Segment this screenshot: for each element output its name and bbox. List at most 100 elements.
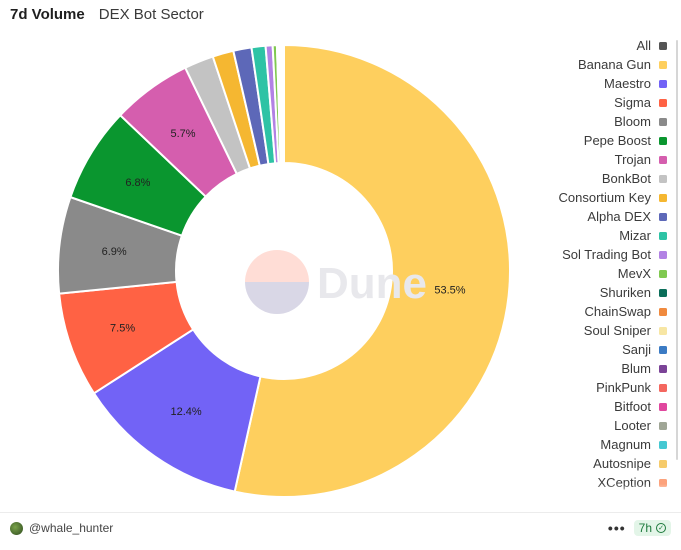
legend-swatch — [659, 478, 667, 487]
legend-item[interactable]: Sigma — [457, 93, 667, 112]
dune-logo-icon — [245, 250, 309, 314]
legend-item[interactable]: Mizar — [457, 226, 667, 245]
footer: @whale_hunter ••• 7h ✓ — [10, 518, 671, 538]
data-label: 7.5% — [110, 322, 135, 334]
legend-item[interactable]: BonkBot — [457, 169, 667, 188]
legend-swatch — [659, 307, 667, 316]
data-label: 6.8% — [125, 177, 150, 189]
legend-swatch — [659, 288, 667, 297]
legend-item[interactable]: Magnum — [457, 435, 667, 454]
legend-label: Alpha DEX — [587, 209, 651, 224]
pie-slice-maestro[interactable] — [92, 328, 262, 493]
legend-item[interactable]: Bloom — [457, 112, 667, 131]
legend-scrollbar[interactable] — [676, 40, 678, 460]
legend-label: ChainSwap — [584, 304, 652, 319]
more-options-button[interactable]: ••• — [607, 520, 626, 536]
legend-swatch — [659, 383, 667, 392]
legend-item[interactable]: Bitfoot — [457, 397, 667, 416]
legend-swatch — [659, 60, 667, 69]
legend-item[interactable]: Trojan — [457, 150, 667, 169]
legend-item-all[interactable]: All — [457, 36, 667, 55]
data-label: 5.7% — [171, 128, 196, 140]
legend-item[interactable]: MevX — [457, 264, 667, 283]
legend-swatch — [659, 402, 667, 411]
author-name: @whale_hunter — [29, 521, 114, 535]
legend-swatch — [659, 41, 667, 50]
legend-swatch — [659, 459, 667, 468]
chart-title: 7d Volume — [10, 6, 85, 23]
legend-label: Looter — [614, 418, 651, 433]
legend-item[interactable]: Alpha DEX — [457, 207, 667, 226]
legend-swatch — [659, 98, 667, 107]
legend-label: Consortium Key — [558, 190, 651, 205]
chart-header: 7d Volume DEX Bot Sector — [10, 6, 204, 26]
legend-swatch — [659, 136, 667, 145]
donut-slices — [57, 43, 511, 498]
legend-label: Sanji — [622, 342, 651, 357]
legend-swatch — [659, 326, 667, 335]
legend-swatch — [659, 421, 667, 430]
legend-label: Bitfoot — [614, 399, 651, 414]
legend-label: Sigma — [614, 95, 651, 110]
data-label: 53.5% — [434, 284, 465, 296]
legend-label: Shuriken — [599, 285, 651, 300]
legend-item[interactable]: Looter — [457, 416, 667, 435]
legend-label: Magnum — [600, 437, 651, 452]
legend-item[interactable]: Blum — [457, 359, 667, 378]
legend-label: All — [636, 38, 651, 53]
legend-label: Pepe Boost — [583, 133, 651, 148]
legend-item[interactable]: Consortium Key — [457, 188, 667, 207]
legend-item[interactable]: Sol Trading Bot — [457, 245, 667, 264]
legend-swatch — [659, 79, 667, 88]
legend-label: Bloom — [614, 114, 651, 129]
legend-label: PinkPunk — [596, 380, 651, 395]
legend-item[interactable]: Autosnipe — [457, 454, 667, 473]
watermark-text: Dune — [317, 259, 427, 308]
legend-label: Autosnipe — [593, 456, 651, 471]
chart-subtitle: DEX Bot Sector — [98, 6, 204, 23]
legend-swatch — [659, 155, 667, 164]
legend-label: Sol Trading Bot — [562, 247, 651, 262]
legend-item[interactable]: Soul Sniper — [457, 321, 667, 340]
legend-item[interactable]: Pepe Boost — [457, 131, 667, 150]
legend-swatch — [659, 269, 667, 278]
legend-label: MevX — [617, 266, 651, 281]
data-label: 12.4% — [171, 406, 202, 418]
legend-swatch — [659, 231, 667, 240]
legend-fade — [457, 484, 667, 496]
legend-swatch — [659, 174, 667, 183]
legend-label: Trojan — [614, 152, 651, 167]
legend-label: Soul Sniper — [583, 323, 651, 338]
legend-item[interactable]: PinkPunk — [457, 378, 667, 397]
avatar — [10, 521, 23, 535]
footer-divider — [0, 512, 681, 513]
chart-legend: All Banana Gun Maestro Sigma Bloom Pepe Boos… — [457, 36, 667, 496]
legend-label: Maestro — [604, 76, 651, 91]
legend-item[interactable]: Maestro — [457, 74, 667, 93]
legend-swatch — [659, 212, 667, 221]
legend-swatch — [659, 345, 667, 354]
refresh-time: 7h — [638, 521, 652, 535]
legend-label: Banana Gun — [577, 57, 651, 72]
check-circle-icon: ✓ — [656, 523, 666, 533]
refresh-time-badge[interactable]: 7h ✓ — [633, 520, 671, 536]
data-labels: 53.5% 12.4% 7.5% 6.9% 6.8% 5.7% — [102, 128, 466, 418]
legend-swatch — [659, 440, 667, 449]
legend-item[interactable]: Banana Gun — [457, 55, 667, 74]
legend-label: Mizar — [619, 228, 651, 243]
legend-swatch — [659, 117, 667, 126]
author-link[interactable]: @whale_hunter — [10, 521, 113, 535]
legend-swatch — [659, 250, 667, 259]
pie-slice-banana-gun[interactable] — [233, 43, 511, 498]
dune-watermark: Dune — [245, 250, 427, 314]
legend-item[interactable]: Sanji — [457, 340, 667, 359]
legend-item[interactable]: Shuriken — [457, 283, 667, 302]
data-label: 6.9% — [102, 246, 127, 258]
legend-swatch — [659, 193, 667, 202]
legend-label: BonkBot — [601, 171, 651, 186]
footer-actions: ••• 7h ✓ — [608, 520, 671, 536]
legend-swatch — [659, 364, 667, 373]
legend-item[interactable]: ChainSwap — [457, 302, 667, 321]
legend-label: Blum — [621, 361, 651, 376]
